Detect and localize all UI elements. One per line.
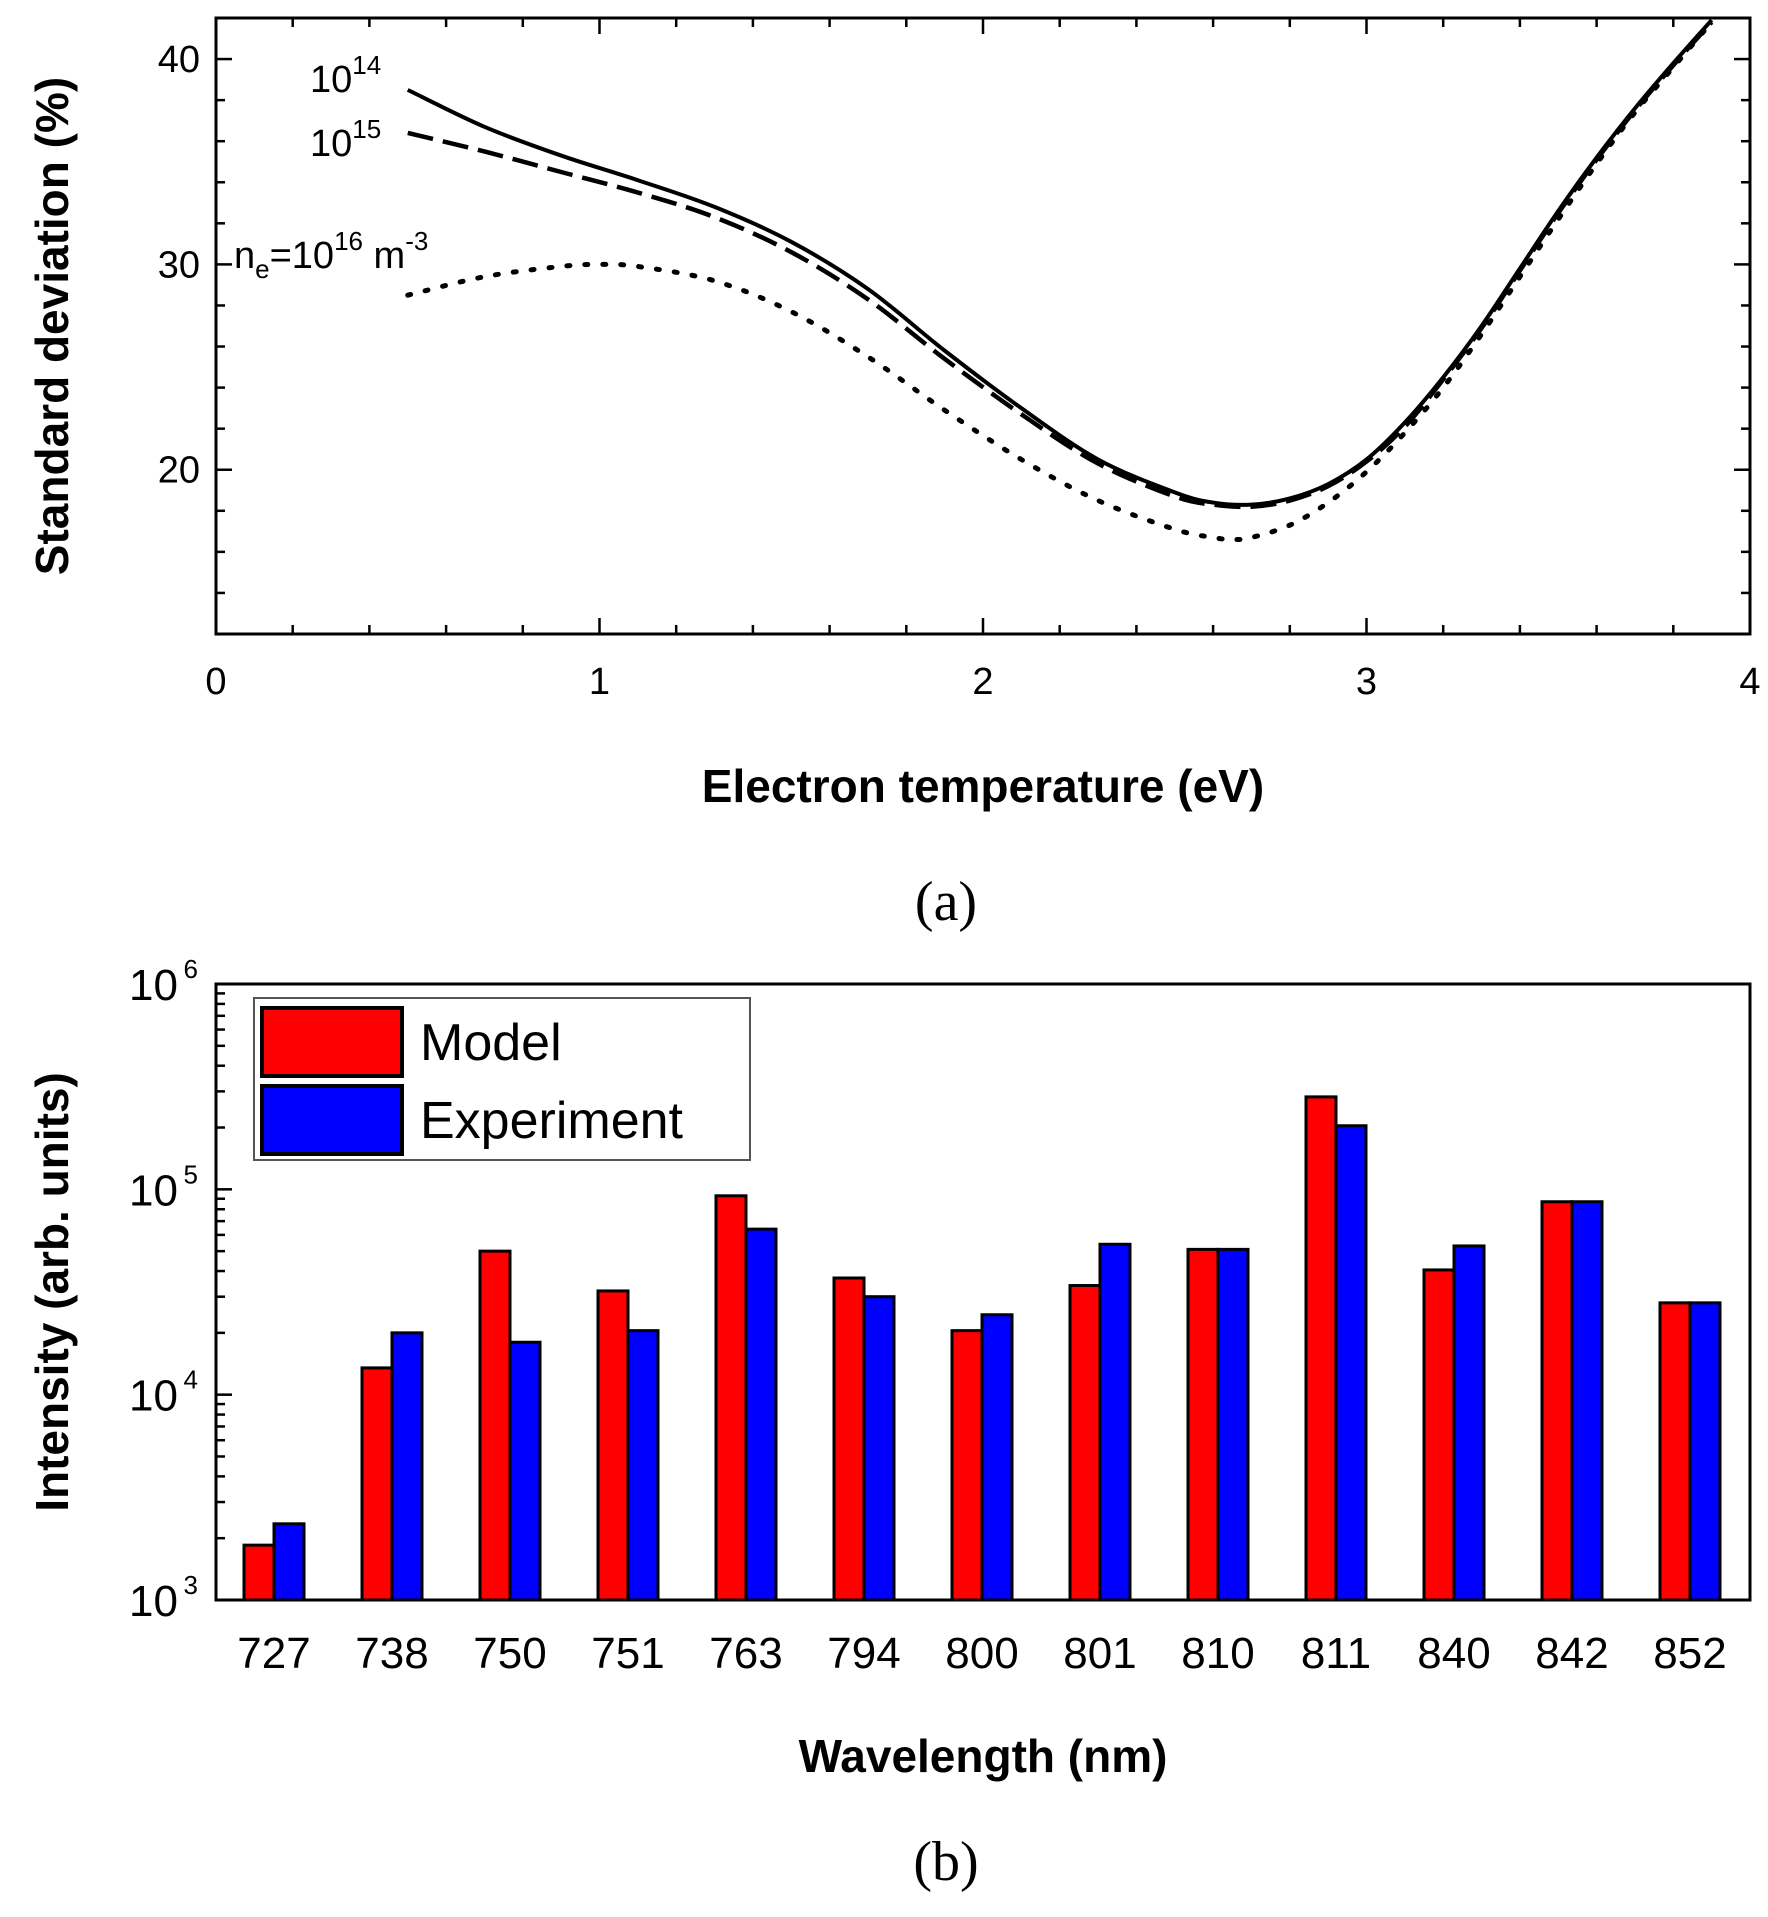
plot-b-y-axis-title: Intensity (arb. units) <box>26 1072 78 1512</box>
annotation-1e15: 1015 <box>310 114 381 165</box>
bar-experiment-727 <box>272 1522 306 1602</box>
plot-b-x-tick-label: 811 <box>1301 1629 1371 1678</box>
plot-a-x-tick-label: 3 <box>1356 661 1377 703</box>
plot-a-y-tick-label: 30 <box>158 244 200 286</box>
plot-b-y-tick-exponent: 3 <box>184 1570 198 1600</box>
plot-b-x-tick-label: 852 <box>1653 1629 1726 1678</box>
bar-model-800 <box>950 1329 984 1602</box>
bar-experiment-811 <box>1334 1124 1368 1602</box>
legend: Model Experiment <box>253 997 751 1161</box>
bar-model-801 <box>1068 1284 1102 1602</box>
bar-model-842 <box>1540 1200 1574 1602</box>
bar-model-738 <box>360 1366 394 1602</box>
line-series-1e15-dashed <box>407 20 1714 510</box>
plot-b-x-tick-label: 727 <box>237 1629 310 1678</box>
bar-model-794 <box>832 1276 866 1602</box>
plot-b-y-tick-label: 10 <box>129 961 178 1010</box>
bar-experiment-810 <box>1216 1247 1250 1602</box>
line-series-1e16-dotted <box>405 19 1715 543</box>
plot-b-x-axis-title: Wavelength (nm) <box>799 1730 1168 1782</box>
bar-experiment-738 <box>390 1331 424 1602</box>
plot-a-x-tick-label: 1 <box>589 661 610 703</box>
bar-model-840 <box>1422 1268 1456 1602</box>
bar-experiment-801 <box>1098 1242 1132 1602</box>
plot-b-x-tick-label: 842 <box>1535 1629 1608 1678</box>
bar-experiment-751 <box>626 1329 660 1602</box>
plot-a-x-tick-label: 4 <box>1739 661 1760 703</box>
plot-b-y-tick-exponent: 4 <box>184 1365 198 1395</box>
plot-a-x-tick-label: 0 <box>205 661 226 703</box>
plot-b-x-tick-label: 738 <box>355 1629 428 1678</box>
bar-experiment-800 <box>980 1313 1014 1602</box>
annotation-1e14: 1014 <box>310 50 381 101</box>
bar-experiment-763 <box>744 1227 778 1602</box>
bar-experiment-842 <box>1570 1200 1604 1602</box>
bar-experiment-852 <box>1688 1301 1722 1602</box>
panel-b-label: (b) <box>913 1831 978 1893</box>
bar-model-852 <box>1658 1301 1692 1602</box>
plot-a-x-axis-title: Electron temperature (eV) <box>702 760 1264 812</box>
bar-model-750 <box>478 1249 512 1602</box>
plot-b-y-tick-label: 10 <box>129 1577 178 1626</box>
plot-a-series <box>405 18 1715 543</box>
plot-b-y-tick-exponent: 6 <box>184 954 198 984</box>
plot-b-x-tick-label: 840 <box>1417 1629 1490 1678</box>
bar-experiment-750 <box>508 1340 542 1602</box>
plot-b-x-tick-label: 751 <box>591 1629 664 1678</box>
plot-a-y-ticks: 20 30 40 <box>158 16 1750 595</box>
bar-model-810 <box>1186 1247 1220 1602</box>
plot-a-y-axis-title: Standard deviation (%) <box>26 77 78 575</box>
plot-a-x-tick-label: 2 <box>972 661 993 703</box>
legend-label-model: Model <box>420 1014 562 1072</box>
plot-b-bars <box>242 1095 1722 1602</box>
panel-a-standard-deviation-chart: 0 1 2 3 4 20 30 40 1014 1015 ne=1016 m-3 Elect… <box>26 16 1761 933</box>
legend-label-experiment: Experiment <box>420 1092 684 1150</box>
bar-model-811 <box>1304 1095 1338 1602</box>
legend-swatch-experiment <box>260 1084 404 1156</box>
plot-b-x-tick-label: 794 <box>827 1629 900 1678</box>
annotation-ne-1e16: ne=1016 m-3 <box>234 226 428 284</box>
plot-b-x-tick-label: 750 <box>473 1629 546 1678</box>
legend-swatch-model <box>260 1006 404 1078</box>
bar-model-763 <box>714 1194 748 1602</box>
plot-b-y-tick-label: 10 <box>129 1166 178 1215</box>
plot-b-x-tick-label: 810 <box>1181 1629 1254 1678</box>
bar-experiment-794 <box>862 1295 896 1602</box>
bar-model-727 <box>242 1543 276 1602</box>
plot-b-x-tick-label: 763 <box>709 1629 782 1678</box>
plot-a-y-tick-label: 40 <box>158 39 200 81</box>
plot-b-y-tick-exponent: 5 <box>184 1159 198 1189</box>
bar-experiment-840 <box>1452 1244 1486 1602</box>
bar-model-751 <box>596 1289 630 1602</box>
plot-b-x-labels: 727 738 750 751 763 794 800 801 810 811 840 842 852 <box>237 1629 1726 1678</box>
plot-a-y-tick-label: 20 <box>158 450 200 492</box>
panel-a-label: (a) <box>915 871 977 933</box>
plot-b-x-tick-label: 801 <box>1063 1629 1136 1678</box>
plot-b-y-tick-label: 10 <box>129 1372 178 1421</box>
plot-b-x-tick-label: 800 <box>945 1629 1018 1678</box>
plot-a-x-ticks: 0 1 2 3 4 <box>205 18 1761 703</box>
